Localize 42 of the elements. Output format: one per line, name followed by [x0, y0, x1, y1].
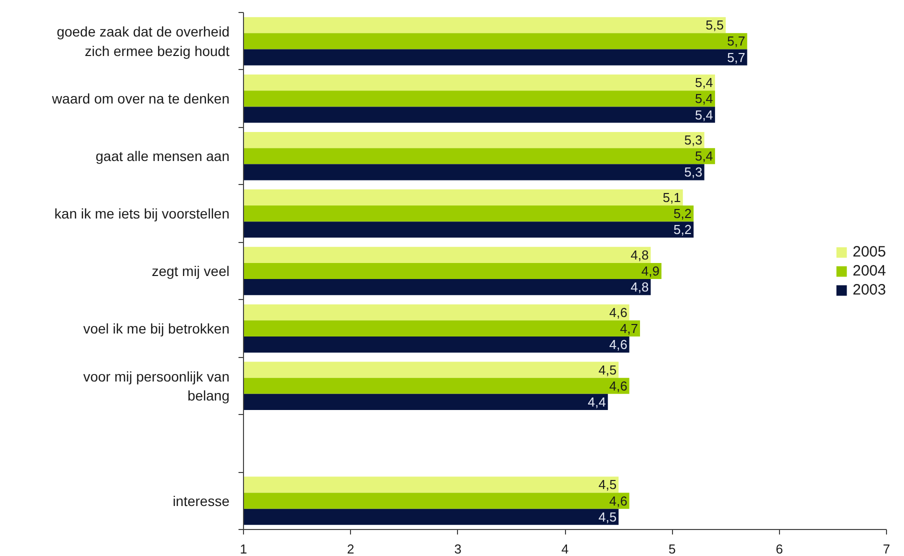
data-label: 5,2 [674, 222, 692, 238]
data-label: 4,6 [609, 493, 628, 508]
data-label: 4,7 [620, 320, 638, 336]
legend-label: 2005 [852, 243, 886, 260]
y-tick-label: zegt mij veel [152, 263, 230, 279]
legend-label: 2003 [852, 281, 886, 298]
data-label: 4,4 [588, 394, 606, 410]
data-label: 4,6 [609, 378, 628, 394]
y-tick-label: goede zaak dat de overheid zich ermee bezig houdt [56, 24, 230, 59]
data-label: 5,4 [694, 148, 714, 164]
x-tick-label: 2 [347, 542, 354, 556]
x-tick-label: 3 [454, 542, 462, 556]
y-tick-label: interesse [172, 492, 230, 509]
y-tick-label: waard om over na te denken [51, 90, 230, 107]
data-label: 5,5 [706, 18, 724, 33]
data-label: 4,5 [598, 362, 617, 378]
data-label: 5,3 [684, 164, 702, 180]
data-label: 5,4 [694, 75, 714, 90]
data-label: 5,4 [694, 107, 714, 122]
x-tick-label: 6 [776, 542, 783, 556]
data-label: 5,7 [727, 50, 746, 65]
data-label: 5,4 [694, 91, 714, 106]
legend-label: 2004 [852, 262, 886, 279]
data-label: 4,5 [598, 509, 617, 524]
data-label: 4,8 [630, 280, 649, 295]
data-label: 4,8 [630, 247, 649, 262]
y-tick-label: voel ik me bij betrokken [83, 320, 230, 336]
data-label: 5,3 [684, 132, 702, 148]
data-label: 5,2 [674, 206, 692, 222]
y-tick-label: voor mij persoonlijk van belang [83, 368, 230, 404]
x-tick-label: 4 [561, 542, 569, 556]
y-tick-label: gaat alle mensen aan [96, 148, 230, 164]
data-label: 5,1 [662, 190, 681, 205]
data-label: 4,6 [609, 304, 628, 320]
data-label: 4,6 [609, 337, 628, 352]
data-label: 4,9 [641, 264, 660, 278]
data-label: 4,5 [598, 477, 617, 492]
y-tick-label: kan ik me iets bij voorstellen [54, 206, 230, 222]
x-tick-label: 7 [882, 542, 890, 556]
x-tick-label: 5 [668, 542, 676, 556]
data-label: 5,7 [727, 34, 746, 49]
x-tick-label: 1 [240, 542, 248, 556]
